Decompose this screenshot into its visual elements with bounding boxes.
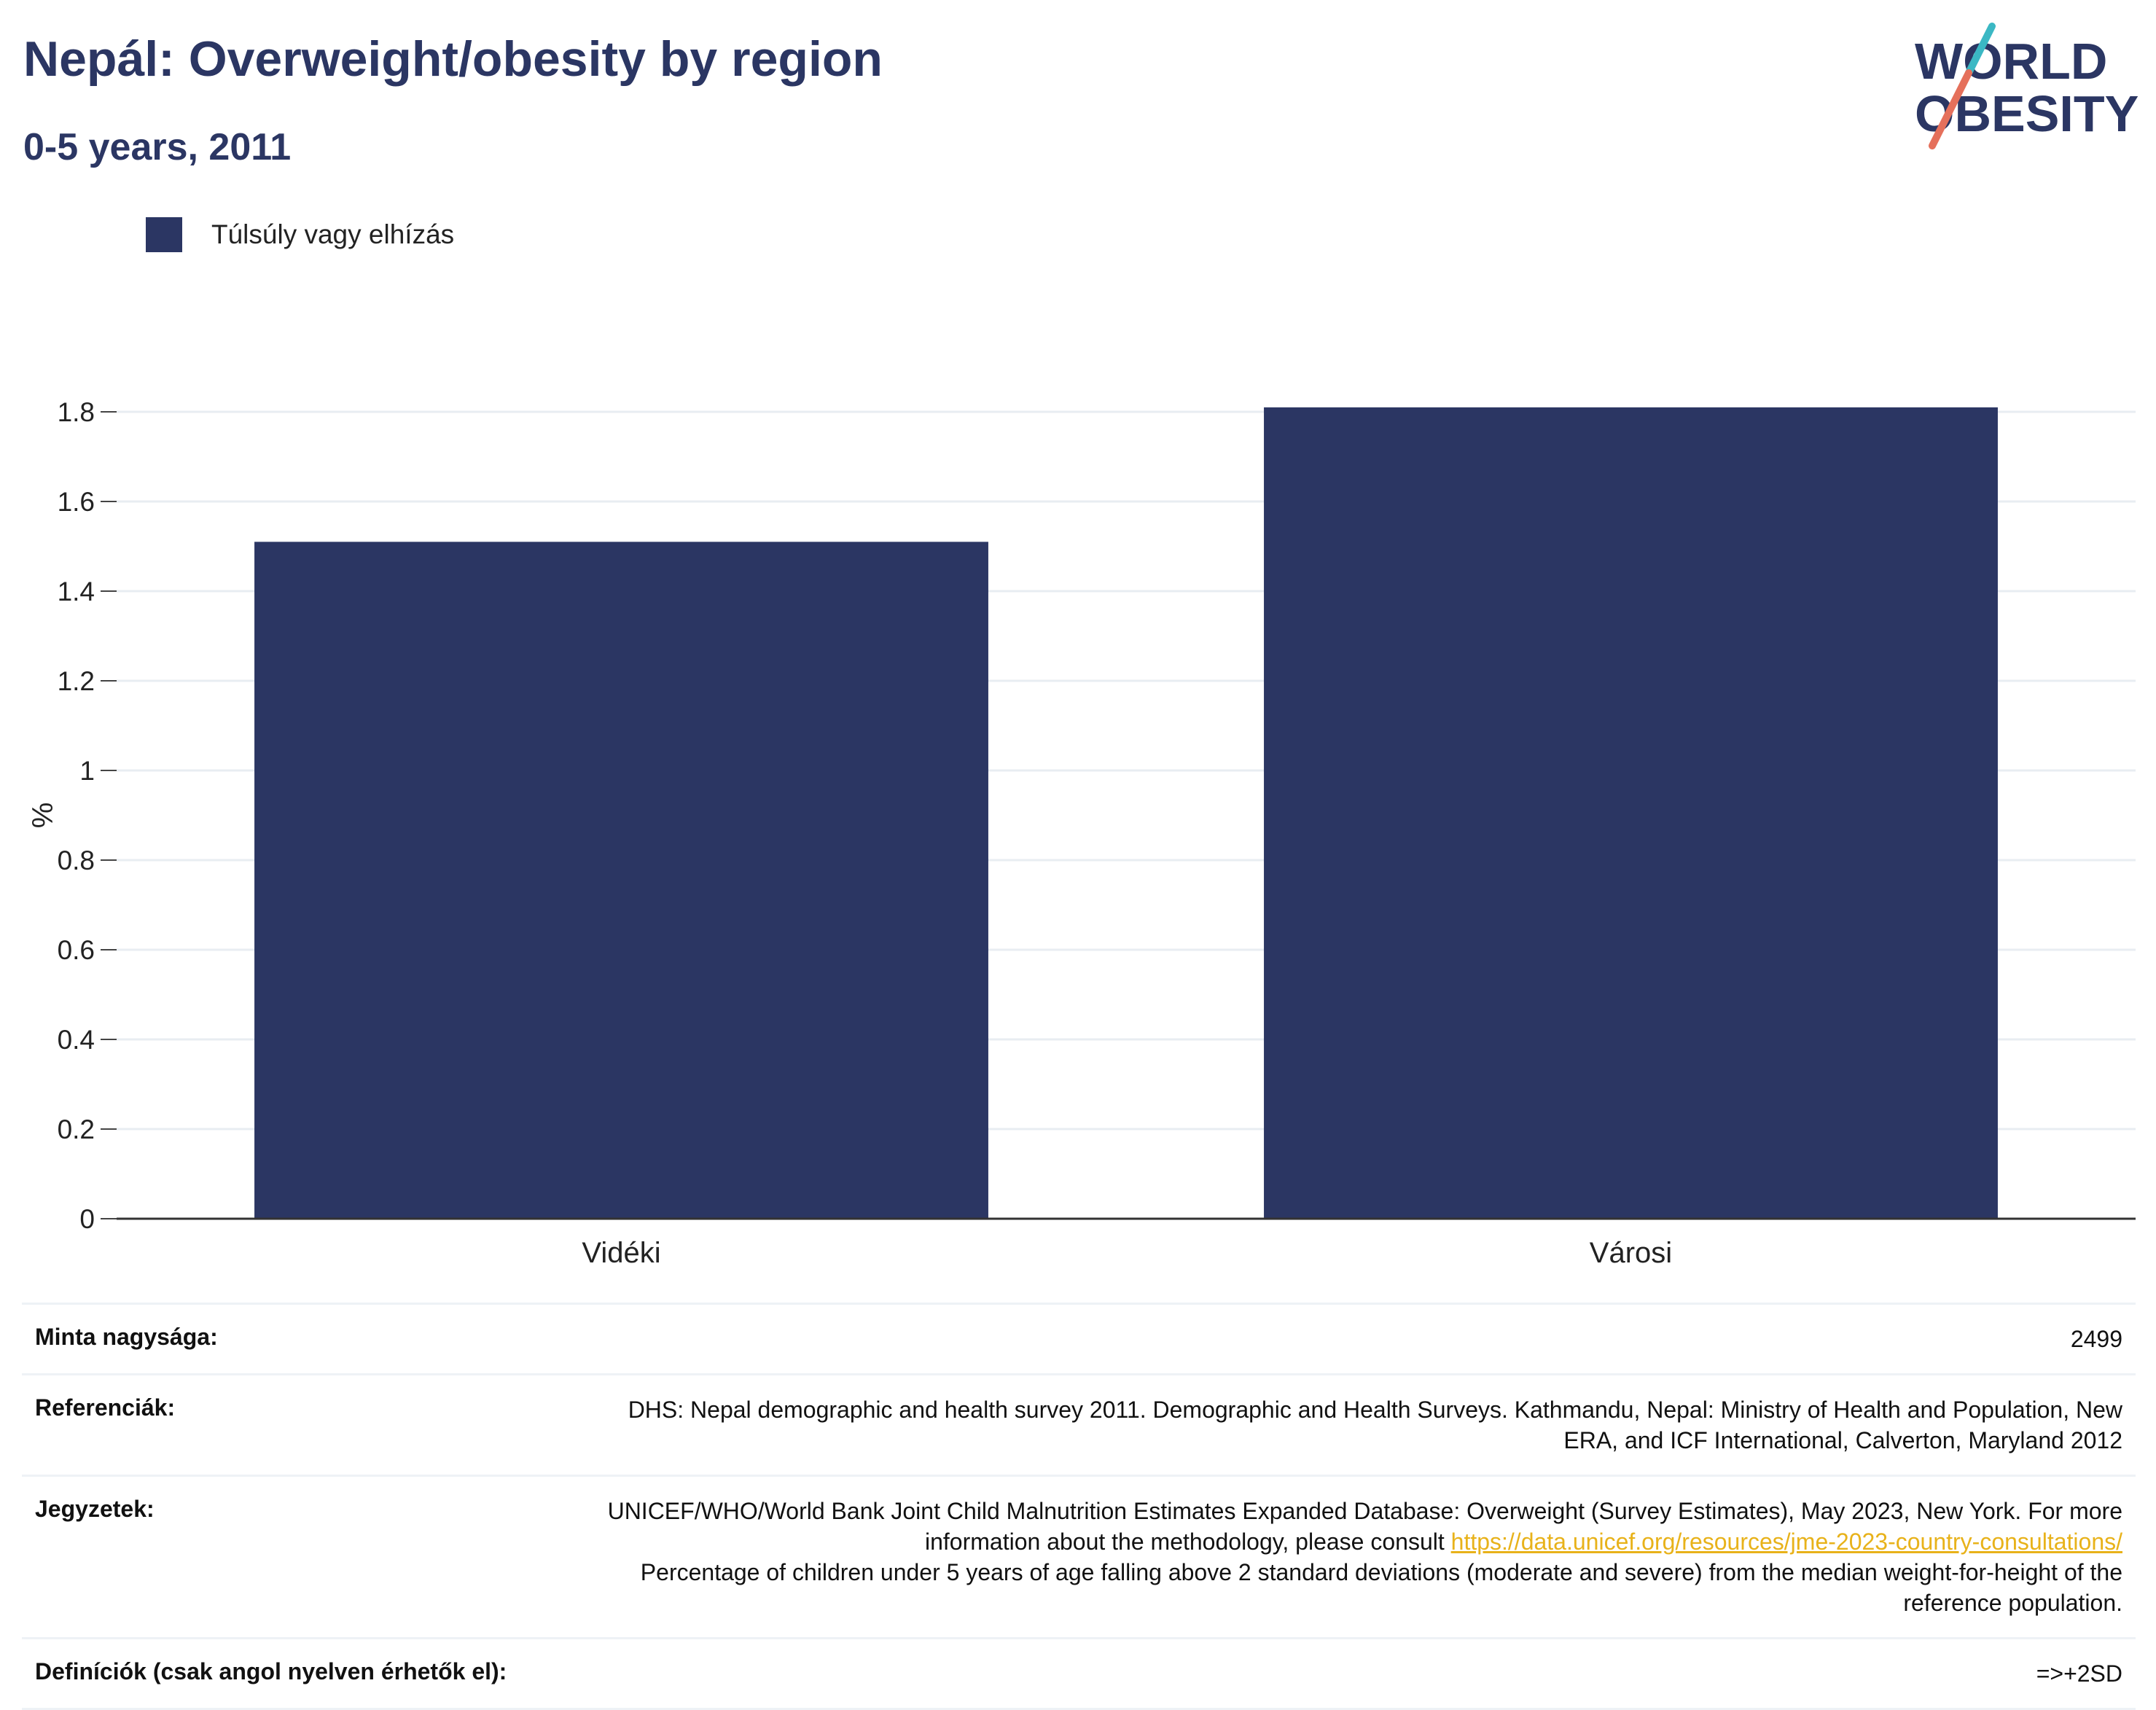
chart-subtitle: 0-5 years, 2011 [23, 126, 292, 168]
notes-label: Jegyzetek: [35, 1496, 155, 1522]
bar [254, 542, 988, 1219]
notes-link[interactable]: https://data.unicef.org/resources/jme-20… [1450, 1529, 2122, 1555]
info-table: Minta nagysága: 2499 Referenciák: DHS: N… [22, 1303, 2136, 1710]
y-tick-label: 0.6 [58, 935, 95, 965]
chart-title: Nepál: Overweight/obesity by region [23, 31, 883, 87]
info-row-sample: Minta nagysága: 2499 [22, 1303, 2136, 1373]
y-tick-label: 0.2 [58, 1114, 95, 1144]
sample-size-value: 2499 [2070, 1326, 2122, 1352]
definitions-value: =>+2SD [2036, 1660, 2122, 1687]
sample-size-label: Minta nagysága: [35, 1324, 218, 1350]
world-obesity-logo: WORLD OBESITY [1915, 23, 2139, 149]
notes-value: UNICEF/WHO/World Bank Joint Child Malnut… [592, 1496, 2122, 1618]
references-value: DHS: Nepal demographic and health survey… [628, 1397, 2122, 1453]
legend: Túlsúly vagy elhízás [146, 217, 454, 252]
y-tick-label: 0 [79, 1204, 95, 1234]
bar [1264, 407, 1998, 1219]
info-row-definitions: Definíciók (csak angol nyelven érhetők e… [22, 1637, 2136, 1710]
notes-text-after: Percentage of children under 5 years of … [640, 1559, 2122, 1616]
notes-text-before: UNICEF/WHO/World Bank Joint Child Malnut… [607, 1498, 2122, 1555]
bar-chart: 0 0.2 0.4 0.6 0.8 1 1.2 1.4 1.6 1.8 Vidéki Városi% [27, 397, 2136, 1269]
references-label: Referenciák: [35, 1394, 176, 1421]
y-tick-label: 0.8 [58, 846, 95, 875]
y-tick-label: 1.8 [58, 397, 95, 427]
y-axis-label: % [27, 803, 59, 829]
x-tick-label: Vidéki [582, 1237, 660, 1269]
x-tick-label: Városi [1590, 1237, 1672, 1269]
legend-label: Túlsúly vagy elhízás [211, 219, 455, 249]
y-tick-label: 1.6 [58, 487, 95, 517]
y-tick-label: 0.4 [58, 1025, 95, 1055]
logo-line1: WORLD [1915, 33, 2107, 90]
info-row-notes: Jegyzetek: UNICEF/WHO/World Bank Joint C… [22, 1475, 2136, 1637]
y-tick-label: 1.4 [58, 577, 95, 606]
info-row-references: Referenciák: DHS: Nepal demographic and … [22, 1373, 2136, 1475]
legend-swatch [146, 217, 182, 252]
y-tick-label: 1.2 [58, 666, 95, 696]
definitions-label: Definíciók (csak angol nyelven érhetők e… [35, 1658, 507, 1684]
y-tick-label: 1 [79, 756, 95, 786]
